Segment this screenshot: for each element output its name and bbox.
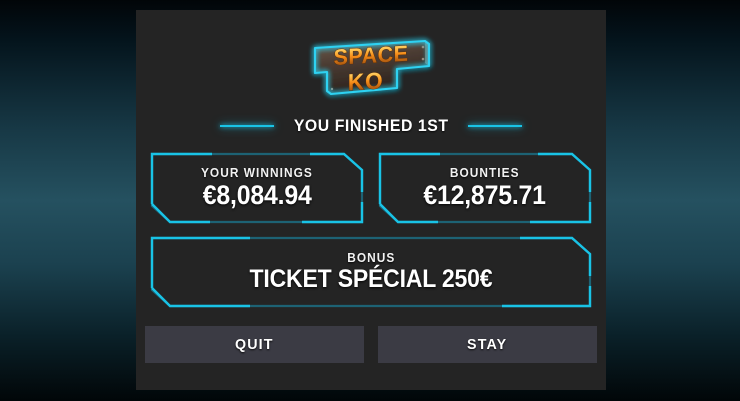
winnings-value: €8,084.94	[202, 180, 312, 211]
winnings-box: YOUR WINNINGS €8,084.94	[150, 152, 364, 224]
tournament-result-modal: SPACE KO YOU FINISHED 1ST	[136, 10, 606, 390]
bonus-value: TICKET SPÉCIAL 250€	[249, 265, 493, 294]
banner-divider-right	[468, 125, 523, 127]
bounties-label: BOUNTIES	[450, 166, 520, 181]
space-ko-logo: SPACE KO	[301, 32, 441, 104]
stats-row: YOUR WINNINGS €8,084.94 BOUNTIES €12,875…	[145, 152, 597, 224]
winnings-box-frame	[150, 152, 364, 224]
space-ko-logo-icon: SPACE KO	[313, 40, 431, 96]
stay-button-label: STAY	[467, 336, 508, 353]
finish-banner: YOU FINISHED 1ST	[136, 116, 606, 136]
winnings-label: YOUR WINNINGS	[201, 166, 313, 181]
bonus-box-frame	[150, 236, 592, 308]
quit-button[interactable]: QUIT	[145, 326, 364, 363]
svg-text:SPACE: SPACE	[334, 40, 409, 70]
bounties-box: BOUNTIES €12,875.71	[378, 152, 592, 224]
quit-button-label: QUIT	[235, 336, 274, 353]
bonus-box: BONUS TICKET SPÉCIAL 250€	[150, 236, 592, 308]
action-buttons: QUIT STAY	[145, 326, 597, 363]
banner-divider-left	[219, 125, 274, 127]
svg-text:KO: KO	[348, 67, 384, 95]
banner-text: YOU FINISHED 1ST	[293, 116, 449, 135]
bounties-box-frame	[378, 152, 592, 224]
bounties-value: €12,875.71	[423, 180, 547, 211]
bonus-label: BONUS	[346, 251, 396, 266]
stay-button[interactable]: STAY	[378, 326, 597, 363]
